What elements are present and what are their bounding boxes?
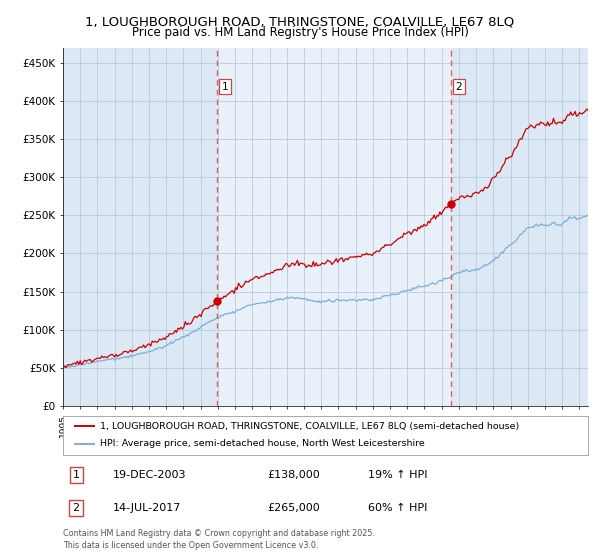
Text: 19% ↑ HPI: 19% ↑ HPI [367, 470, 427, 480]
Text: Contains HM Land Registry data © Crown copyright and database right 2025.
This d: Contains HM Land Registry data © Crown c… [63, 529, 375, 550]
Text: £138,000: £138,000 [268, 470, 320, 480]
Text: 2: 2 [455, 82, 462, 92]
Text: 1: 1 [73, 470, 80, 480]
Text: 60% ↑ HPI: 60% ↑ HPI [367, 503, 427, 513]
Text: Price paid vs. HM Land Registry's House Price Index (HPI): Price paid vs. HM Land Registry's House … [131, 26, 469, 39]
Text: 19-DEC-2003: 19-DEC-2003 [113, 470, 187, 480]
Text: 1, LOUGHBOROUGH ROAD, THRINGSTONE, COALVILLE, LE67 8LQ (semi-detached house): 1, LOUGHBOROUGH ROAD, THRINGSTONE, COALV… [100, 422, 519, 431]
Text: 14-JUL-2017: 14-JUL-2017 [113, 503, 181, 513]
Text: 1, LOUGHBOROUGH ROAD, THRINGSTONE, COALVILLE, LE67 8LQ: 1, LOUGHBOROUGH ROAD, THRINGSTONE, COALV… [85, 15, 515, 28]
Bar [217, 48, 451, 406]
Text: 2: 2 [73, 503, 80, 513]
Text: £265,000: £265,000 [268, 503, 320, 513]
Text: HPI: Average price, semi-detached house, North West Leicestershire: HPI: Average price, semi-detached house,… [100, 439, 425, 448]
Text: 1: 1 [222, 82, 229, 92]
